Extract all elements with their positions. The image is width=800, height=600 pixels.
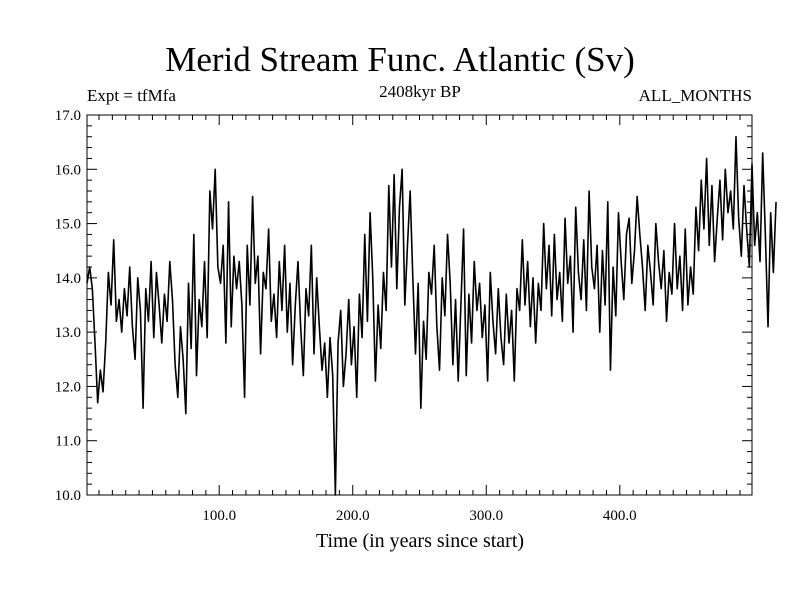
series-line <box>86 135 777 496</box>
x-tick-label: 400.0 <box>603 508 637 524</box>
y-tick-label: 13.0 <box>55 325 81 341</box>
y-tick-label: 15.0 <box>55 217 81 233</box>
y-tick-label: 12.0 <box>55 379 81 395</box>
plot-frame <box>86 114 753 496</box>
y-tick-label: 17.0 <box>55 108 81 124</box>
tick-marks <box>87 114 752 496</box>
x-tick-label: 100.0 <box>202 508 236 524</box>
x-axis-label: Time (in years since start) <box>316 530 524 552</box>
tick-labels: 10.0 11.0 12.0 13.0 14.0 15.0 16.0 17.0 100.0 200… <box>55 108 637 524</box>
chart-title: Merid Stream Func. Atlantic (Sv) <box>165 40 635 79</box>
x-tick-label: 300.0 <box>469 508 503 524</box>
y-tick-label: 10.0 <box>55 488 81 504</box>
y-tick-label: 14.0 <box>55 271 81 287</box>
period-label: 2408kyr BP <box>379 82 461 101</box>
months-label: ALL_MONTHS <box>638 86 752 105</box>
y-tick-label: 16.0 <box>55 162 81 178</box>
x-tick-label: 200.0 <box>336 508 370 524</box>
experiment-label: Expt = tfMfa <box>87 86 176 105</box>
series-layer <box>86 135 777 496</box>
y-tick-label: 11.0 <box>55 434 81 450</box>
